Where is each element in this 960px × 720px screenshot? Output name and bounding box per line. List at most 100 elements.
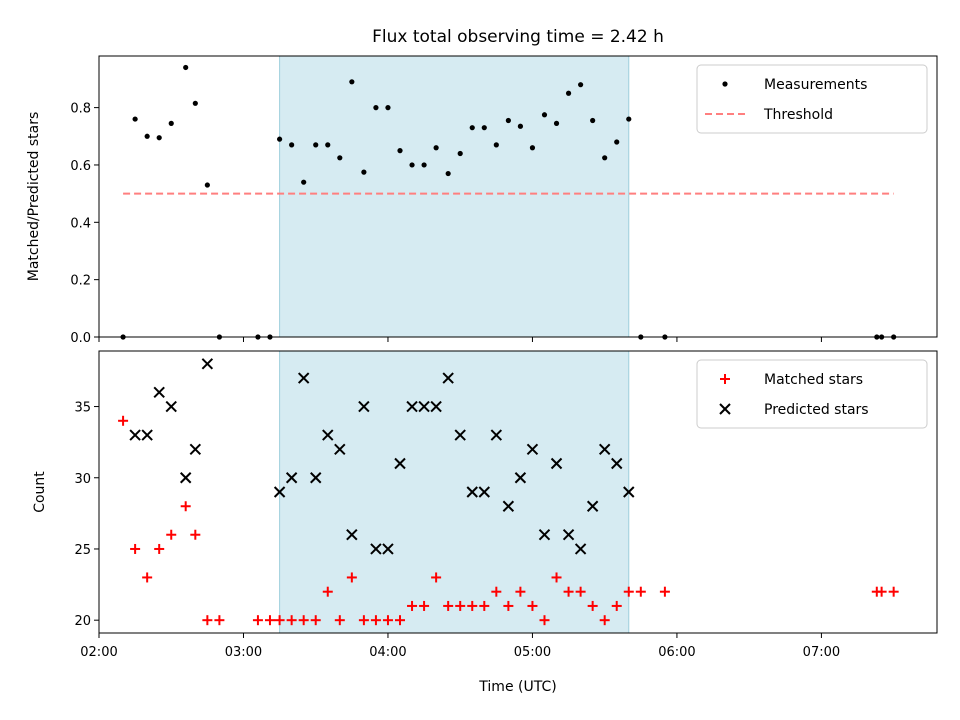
y-tick-label: 0.2	[70, 274, 91, 289]
predicted-star-point	[418, 400, 430, 413]
x-tick-label: 04:00	[369, 645, 406, 660]
matched-star-point	[515, 586, 526, 597]
bottom-legend: Matched stars Predicted stars	[696, 359, 928, 429]
legend-plus-marker	[720, 374, 730, 384]
measurement-point	[409, 162, 415, 168]
measurement-point	[132, 116, 138, 122]
predicted-star-point	[550, 457, 563, 470]
matched-star-point	[166, 529, 177, 540]
matched-star-point	[286, 615, 297, 626]
predicted-star-point	[285, 472, 298, 484]
predicted-star-point	[526, 443, 539, 455]
measurement-point	[361, 169, 367, 175]
measurement-point	[541, 112, 548, 118]
predicted-star-point	[394, 457, 406, 470]
predicted-star-point	[514, 472, 527, 484]
x-tick-label: 02:00	[80, 645, 117, 660]
bottom-plot-frame	[98, 350, 938, 634]
measurement-point	[192, 100, 198, 106]
matched-star-point	[322, 586, 333, 597]
bottom-y-ticks: 20 25 30 35	[74, 401, 99, 629]
top-x-ticks	[98, 337, 822, 342]
predicted-star-point	[442, 372, 454, 384]
matched-star-point	[659, 586, 670, 597]
measurement-point	[277, 136, 283, 142]
measurement-point	[614, 139, 620, 145]
matched-stars-points	[118, 415, 899, 626]
measurement-point	[445, 170, 451, 177]
matched-star-point	[443, 600, 454, 611]
top-legend: Measurements Threshold	[696, 64, 928, 134]
matched-star-point	[252, 615, 263, 626]
measurement-point	[517, 123, 524, 129]
measurement-point	[481, 125, 487, 131]
legend-frame	[696, 64, 928, 134]
bottom-y-axis-label: Count	[32, 471, 48, 513]
legend-label: Predicted stars	[764, 402, 869, 418]
legend-label: Threshold	[763, 107, 833, 123]
predicted-star-point	[586, 500, 599, 512]
predicted-star-point	[623, 486, 635, 498]
measurement-point	[421, 162, 427, 168]
predicted-star-point	[454, 429, 466, 441]
matched-star-point	[382, 615, 393, 626]
predicted-star-point	[346, 529, 358, 541]
measurement-point	[578, 82, 584, 88]
bottom-x-ticks: 02:00 03:00 04:00 05:00 06:00 07:00	[80, 633, 840, 660]
matched-star-point	[623, 586, 634, 597]
matched-star-point	[298, 615, 309, 626]
predicted-star-point	[490, 429, 503, 441]
measurement-point	[602, 155, 608, 161]
matched-star-point	[395, 615, 406, 626]
predicted-star-point	[611, 457, 623, 470]
predicted-star-point	[478, 486, 490, 498]
legend-frame	[696, 359, 928, 429]
matched-star-point	[611, 600, 622, 611]
matched-star-point	[455, 600, 466, 611]
measurement-point	[325, 142, 331, 148]
matched-star-point	[635, 586, 646, 597]
matched-star-point	[346, 572, 357, 583]
predicted-star-point	[334, 443, 346, 455]
measurement-point	[397, 148, 403, 154]
measurement-point	[168, 120, 174, 126]
matched-star-point	[358, 615, 369, 626]
y-tick-label: 25	[74, 543, 91, 558]
matched-star-point	[310, 615, 321, 626]
matched-star-point	[142, 572, 153, 583]
y-tick-label: 0.4	[70, 216, 91, 231]
matched-star-point	[118, 415, 129, 426]
matched-star-point	[370, 615, 381, 626]
matched-star-point	[527, 600, 538, 611]
predicted-star-point	[129, 429, 141, 441]
measurement-point	[183, 64, 189, 71]
predicted-star-point	[189, 443, 202, 455]
matched-star-point	[264, 615, 275, 626]
top-panel: 0.0 0.2 0.4 0.6 0.8 Flux total observing tim…	[26, 27, 938, 346]
predicted-star-point	[562, 529, 575, 541]
predicted-star-point	[141, 429, 153, 441]
predicted-star-point	[322, 429, 334, 441]
predicted-star-point	[165, 400, 177, 413]
y-tick-label: 35	[74, 401, 91, 416]
measurement-point	[349, 79, 355, 85]
matched-star-point	[407, 600, 418, 611]
matched-star-point	[334, 615, 345, 626]
measurement-point	[433, 145, 439, 151]
bottom-shaded-span	[279, 350, 630, 634]
matched-star-point	[419, 600, 430, 611]
measurement-point	[301, 179, 307, 185]
predicted-star-point	[153, 386, 165, 399]
matched-star-point	[274, 615, 285, 626]
measurement-point	[337, 155, 343, 161]
matched-star-point	[180, 501, 191, 512]
predicted-star-point	[430, 400, 442, 413]
matched-star-point	[190, 529, 201, 540]
measurement-points	[120, 64, 897, 340]
matched-star-point	[202, 615, 213, 626]
measurement-point	[457, 150, 463, 157]
measurement-point	[373, 105, 379, 111]
chart-title: Flux total observing time = 2.42 h	[372, 27, 664, 47]
